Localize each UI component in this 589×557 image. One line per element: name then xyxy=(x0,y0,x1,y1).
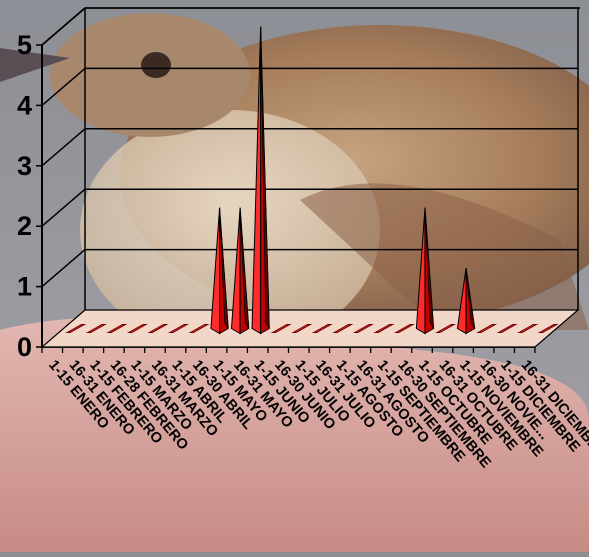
bar xyxy=(167,324,190,333)
bar-base xyxy=(167,324,190,333)
bar-face-back xyxy=(219,207,229,329)
y-tick-label: 4 xyxy=(17,90,32,120)
bar xyxy=(188,324,210,333)
bar xyxy=(126,324,148,333)
bar-base xyxy=(291,324,313,333)
bar xyxy=(352,324,374,333)
bar-face-back xyxy=(424,207,435,329)
bar xyxy=(85,324,107,333)
bar-face-back xyxy=(239,207,250,329)
bar xyxy=(456,268,476,335)
bar-base xyxy=(126,324,148,333)
bar xyxy=(147,324,169,333)
bar-face-back xyxy=(465,268,476,329)
bar-base xyxy=(106,324,128,333)
bar-base xyxy=(434,324,457,333)
chart-bars xyxy=(65,26,559,335)
bar xyxy=(311,324,333,333)
bar-base xyxy=(496,324,518,333)
y-tick-label: 2 xyxy=(17,211,32,241)
bar-base xyxy=(188,324,210,333)
bar-base xyxy=(311,324,333,333)
bar xyxy=(65,324,87,333)
bar-face-back xyxy=(260,26,270,329)
bar xyxy=(434,324,457,333)
grid-line xyxy=(41,249,86,288)
bar-base xyxy=(476,324,498,333)
bar xyxy=(476,324,498,333)
chart-grid xyxy=(41,7,580,310)
bar-base xyxy=(537,324,559,333)
grid-line xyxy=(41,67,86,106)
bar-base xyxy=(332,324,354,333)
bar xyxy=(106,324,128,333)
y-axis-top-edge xyxy=(41,7,86,46)
bar xyxy=(251,26,270,335)
bar xyxy=(210,207,229,335)
bar-base xyxy=(373,324,395,333)
y-tick-label: 3 xyxy=(17,151,32,181)
bar-base xyxy=(65,324,87,333)
y-tick-label: 0 xyxy=(17,332,32,362)
bar-base xyxy=(85,324,107,333)
bar xyxy=(373,324,395,333)
y-axis-ticks: 0 1 2 3 4 5 xyxy=(17,30,42,362)
bar xyxy=(270,324,292,333)
bar-base xyxy=(393,324,415,333)
bar xyxy=(415,207,435,335)
bar xyxy=(517,324,539,333)
bar-base xyxy=(147,324,169,333)
bar xyxy=(291,324,313,333)
bar-base xyxy=(352,324,374,333)
bar xyxy=(230,207,250,335)
bar xyxy=(332,324,354,333)
y-tick-label: 1 xyxy=(17,272,32,302)
bar xyxy=(496,324,518,333)
chart-floor-plane xyxy=(40,309,580,348)
grid-line xyxy=(41,188,86,227)
bar xyxy=(537,324,559,333)
bar-base xyxy=(270,324,292,333)
grid-line xyxy=(41,128,86,167)
bar xyxy=(393,324,415,333)
y-tick-label: 5 xyxy=(17,30,32,60)
chart-floor xyxy=(40,309,580,348)
bar-base xyxy=(517,324,539,333)
